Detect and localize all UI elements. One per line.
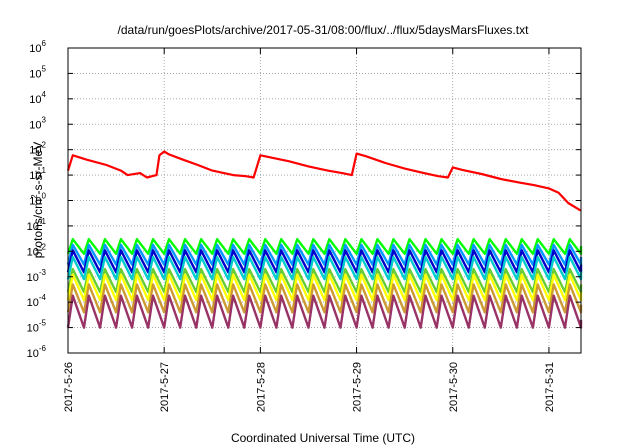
series-layer [66,150,583,329]
series-line [66,243,583,266]
y-tick-label: 103 [29,115,46,131]
x-tick-label: 2017-5-29 [352,362,364,412]
series-line [66,273,583,302]
series-line [66,283,583,314]
series-line [66,238,583,255]
series-line [66,267,583,294]
series-line [66,150,582,212]
x-tick-label: 2017-5-26 [63,362,75,412]
x-tick-label: 2017-5-27 [159,362,171,412]
chart-title: /data/run/goesPlots/archive/2017-05-31/0… [118,23,530,37]
x-tick-label: 2017-5-28 [255,362,267,412]
y-tick-label: 105 [29,64,46,80]
y-tick-label: 10-4 [27,293,47,309]
x-axis: 2017-5-26 2017-5-27 2017-5-28 2017-5-29 2017… [63,48,556,412]
x-tick-label: 2017-5-30 [448,362,460,412]
y-tick-label: 10-5 [27,319,47,335]
y-tick-label: 10-3 [27,268,47,284]
series-line [66,255,583,281]
y-tick-label: 104 [29,90,46,106]
x-tick-label: 2017-5-31 [544,362,556,412]
y-tick-label: 106 [29,39,46,55]
y-tick-label: 10-6 [27,344,47,360]
series-line [66,249,583,274]
y-axis-label: protons/cm2-s-sr-MeV [30,142,45,258]
series-line [66,294,583,329]
x-axis-label: Coordinated Universal Time (UTC) [231,431,415,445]
